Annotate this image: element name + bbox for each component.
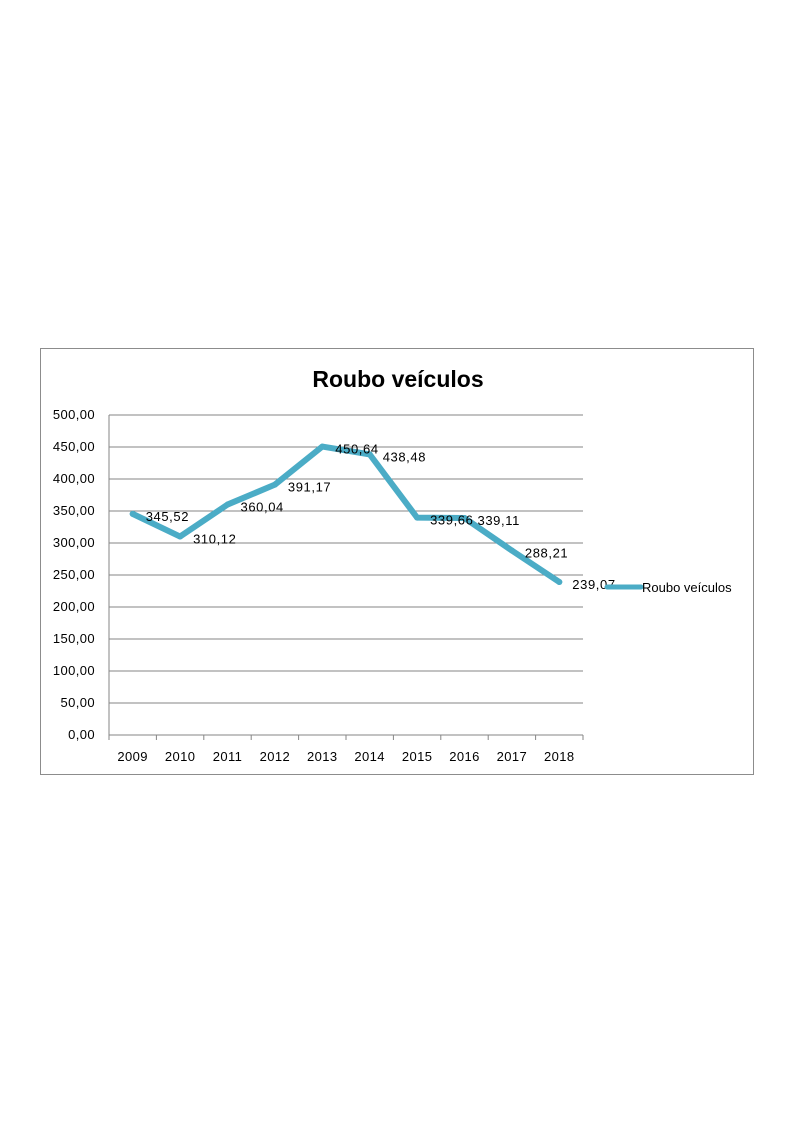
x-tick-label: 2017 (497, 749, 528, 764)
data-label: 310,12 (193, 532, 236, 547)
y-tick-label: 400,00 (53, 471, 95, 486)
x-tick-label: 2011 (213, 749, 243, 764)
y-tick-label: 500,00 (53, 407, 95, 422)
data-point (508, 547, 515, 554)
chart-title: Roubo veículos (312, 366, 483, 392)
data-point (224, 501, 231, 508)
data-labels: 345,52 310,12 360,04 391,17 450,64 438,48 339,… (146, 442, 615, 592)
line-chart: Roubo veículos 0,00 50,00 100,00 150,00 200,… (53, 366, 732, 764)
y-tick-label: 50,00 (60, 695, 95, 710)
y-tick-label: 200,00 (53, 599, 95, 614)
data-label: 438,48 (383, 449, 426, 464)
y-tick-label: 250,00 (53, 567, 95, 582)
data-point (414, 514, 421, 521)
data-point (129, 510, 136, 517)
y-tick-label: 150,00 (53, 631, 95, 646)
data-point (177, 533, 184, 540)
x-tick-label: 2009 (117, 749, 148, 764)
data-point (461, 514, 468, 521)
y-tick-label: 100,00 (53, 663, 95, 678)
x-tick-label: 2012 (260, 749, 291, 764)
x-tick-label: 2016 (449, 749, 480, 764)
series-line (129, 443, 563, 585)
x-tick-label: 2013 (307, 749, 338, 764)
data-point (366, 451, 373, 458)
data-point (271, 481, 278, 488)
data-point (319, 443, 326, 450)
x-tick-label: 2010 (165, 749, 196, 764)
x-tick-label: 2014 (354, 749, 385, 764)
legend-label: Roubo veículos (642, 580, 732, 595)
data-point (556, 578, 563, 585)
series-roubo-veiculos (129, 443, 563, 585)
legend: Roubo veículos (604, 580, 732, 595)
data-label: 339,11 (478, 513, 520, 528)
x-tick-label: 2018 (544, 749, 575, 764)
chart-frame: Roubo veículos 0,00 50,00 100,00 150,00 200,… (40, 348, 754, 775)
data-label: 391,17 (288, 480, 331, 495)
axes: 0,00 50,00 100,00 150,00 200,00 250,00 300,00 3… (53, 407, 584, 764)
y-tick-label: 350,00 (53, 503, 95, 518)
y-tick-label: 0,00 (68, 727, 95, 742)
data-label: 239,07 (572, 577, 615, 592)
data-label: 360,04 (241, 500, 284, 515)
gridlines (109, 414, 583, 704)
data-label: 450,64 (335, 442, 378, 457)
x-tick-label: 2015 (402, 749, 433, 764)
y-tick-label: 300,00 (53, 535, 95, 550)
data-label: 339,66 (430, 513, 473, 528)
data-label: 345,52 (146, 509, 189, 524)
y-tick-label: 450,00 (53, 439, 95, 454)
data-label: 288,21 (525, 546, 568, 561)
